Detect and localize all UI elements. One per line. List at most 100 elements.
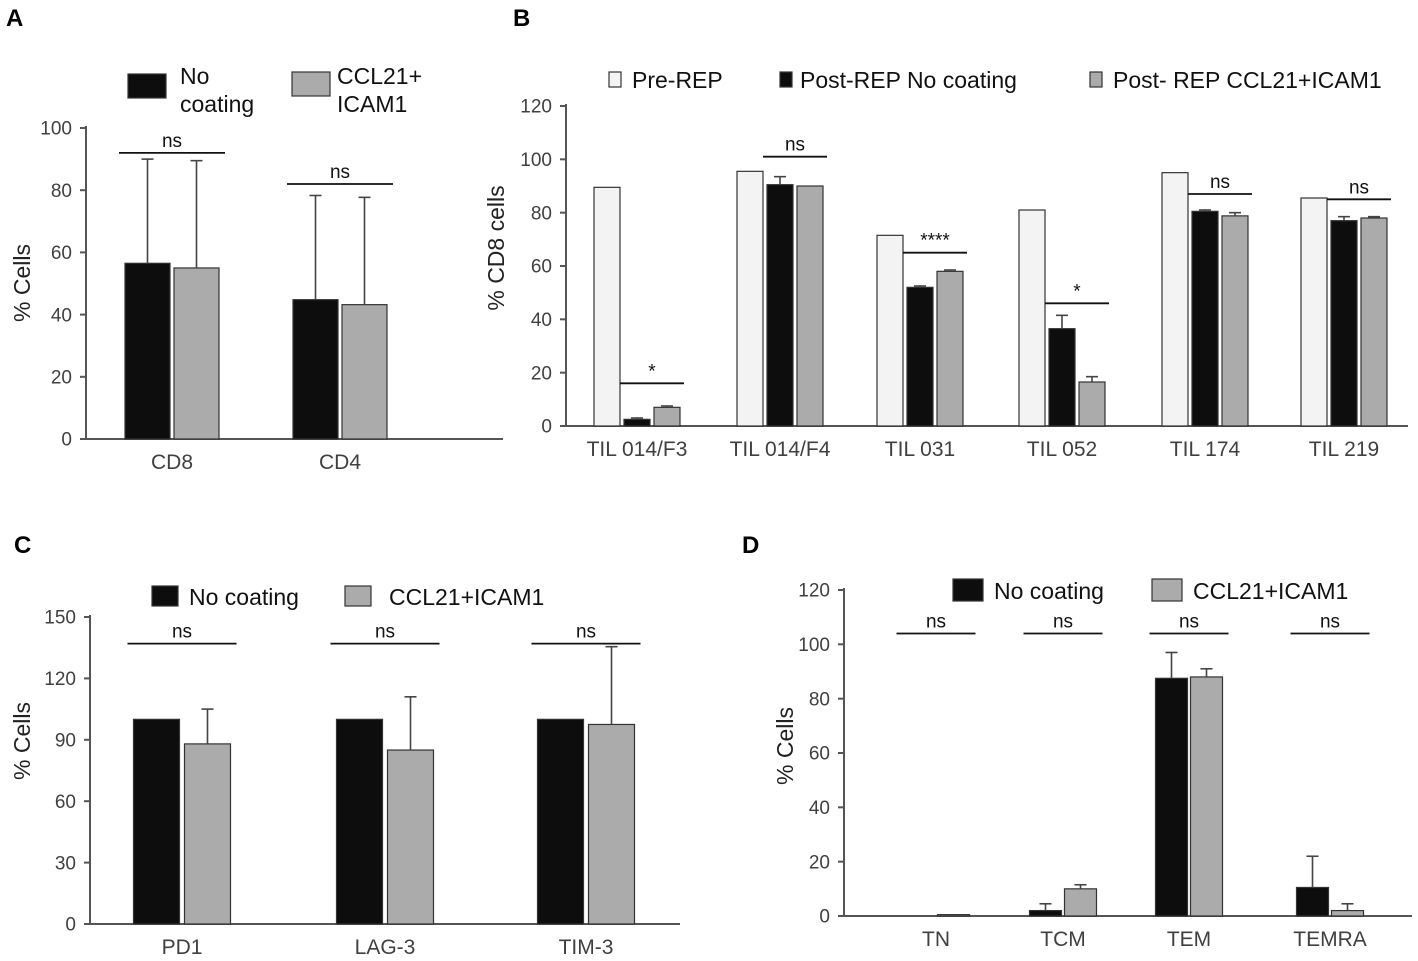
- panel-letter-a: A: [6, 5, 23, 32]
- panel-d-y-tick-label: 20: [809, 852, 830, 873]
- panel-c-bar: [587, 723, 636, 925]
- panel-c-legend-swatch: [344, 585, 372, 607]
- panel-b-category-label: TIL 174: [1170, 438, 1241, 461]
- panel-c-category-label: TIM-3: [559, 936, 614, 959]
- panel-b-bar: [1330, 220, 1358, 427]
- panel-b-significance-label: ns: [785, 135, 805, 156]
- panel-c-legend-label: CCL21+ICAM1: [389, 584, 544, 610]
- panel-a-y-tick-label: 0: [61, 430, 72, 451]
- panel-c-y-tick-label: 60: [55, 792, 76, 813]
- panel-a-y-tick-label: 80: [51, 181, 72, 202]
- panel-a-legend-label: ICAM1: [337, 91, 407, 117]
- panel-a-category-label: CD8: [151, 451, 193, 474]
- panel-b-category-label: TIL 014/F4: [730, 438, 831, 461]
- panel-c-bar: [132, 718, 181, 925]
- panel-b-significance-label: ns: [1349, 177, 1369, 198]
- panel-letter-c: C: [14, 532, 31, 559]
- panel-b-y-tick-label: 40: [531, 310, 552, 331]
- panel-a-y-tick-label: 60: [51, 243, 72, 264]
- panel-b-bar: [593, 186, 621, 427]
- panel-c-y-tick-label: 120: [44, 669, 76, 690]
- panel-d-category-label: TCM: [1040, 928, 1086, 951]
- panel-a-legend-swatch: [127, 73, 167, 99]
- panel-a-y-tick-label: 40: [51, 305, 72, 326]
- panel-d-category-label: TEMRA: [1293, 928, 1367, 951]
- panel-b-bar: [1161, 172, 1189, 427]
- panel-b-y-axis-label: % CD8 cells: [483, 185, 509, 310]
- panel-b-bar: [1191, 210, 1219, 427]
- panel-b-bar: [1360, 217, 1388, 427]
- panel-d-y-tick-label: 80: [809, 689, 830, 710]
- panel-c-y-tick-label: 30: [55, 853, 76, 874]
- panel-c-bar: [386, 749, 435, 925]
- panel-b-bar: [653, 406, 681, 427]
- panel-d-legend-swatch: [952, 578, 984, 602]
- panel-b-legend-label: Post- REP CCL21+ICAM1: [1113, 67, 1382, 93]
- panel-d-legend-label: No coating: [994, 578, 1104, 604]
- panel-c-y-tick-label: 150: [44, 608, 76, 629]
- panel-b-bar: [1078, 381, 1106, 427]
- panel-a-significance-label: ns: [330, 162, 350, 183]
- panel-b-significance-label: ****: [920, 231, 950, 252]
- panel-c-bar: [183, 743, 232, 925]
- panel-b-y-tick-label: 80: [531, 203, 552, 224]
- panel-d-bar: [1028, 909, 1063, 917]
- panel-d-legend-label: CCL21+ICAM1: [1193, 578, 1348, 604]
- panel-letter-b: B: [513, 5, 530, 32]
- panel-a-y-tick-label: 100: [40, 119, 72, 140]
- panel-b-legend-swatch: [608, 71, 622, 88]
- panel-b-y-tick-label: 20: [531, 363, 552, 384]
- panel-b-significance-label: *: [1073, 281, 1081, 302]
- panel-d-bar: [1063, 888, 1098, 917]
- panel-c-legend-label: No coating: [189, 584, 299, 610]
- panel-d-bar: [936, 914, 971, 917]
- panel-b-bar: [936, 270, 964, 427]
- panel-d-category-label: TEM: [1167, 928, 1211, 951]
- panel-b-chart: % CD8 cells 0 20 40 60 80 100 120 TIL 014/F3 TIL …: [483, 67, 1408, 461]
- panel-a-y-axis-label: % Cells: [9, 244, 35, 322]
- panel-d-y-tick-label: 60: [809, 744, 830, 765]
- panel-c-y-axis-label: % Cells: [9, 702, 35, 780]
- panel-a-bar: [173, 267, 220, 440]
- panel-a-legend-label: No: [180, 63, 209, 89]
- panel-d-y-tick-label: 100: [798, 635, 830, 656]
- panel-d-significance-label: ns: [1320, 611, 1340, 632]
- panel-d-y-axis-label: % Cells: [772, 707, 798, 785]
- panel-a-category-label: CD4: [319, 451, 361, 474]
- panel-b-category-label: TIL 219: [1309, 438, 1379, 461]
- panel-d-category-label: TN: [922, 928, 950, 951]
- panel-b-legend-label: Pre-REP: [632, 67, 723, 93]
- panel-a-y-tick-label: 20: [51, 367, 72, 388]
- panel-a-bar: [124, 262, 171, 440]
- panel-d-bar: [1154, 677, 1189, 917]
- panel-c-category-label: LAG-3: [355, 936, 416, 959]
- panel-a-significance-label: ns: [162, 131, 182, 152]
- panel-c-significance-label: ns: [172, 622, 192, 643]
- panel-a-legend-swatch: [291, 71, 331, 97]
- panel-b-y-tick-label: 120: [520, 97, 552, 118]
- panel-b-bar: [876, 234, 904, 427]
- panel-b-legend-swatch: [779, 71, 793, 88]
- panel-b-bar: [796, 185, 824, 427]
- panel-b-bar: [1221, 215, 1249, 427]
- panel-d-significance-label: ns: [1053, 611, 1073, 632]
- panel-letter-d: D: [742, 532, 759, 559]
- panel-d-bar: [1330, 909, 1365, 917]
- panel-c-bar: [335, 718, 384, 925]
- panel-d-y-tick-label: 120: [798, 581, 830, 602]
- panel-c-y-tick-label: 90: [55, 730, 76, 751]
- panel-d-legend-swatch: [1151, 578, 1183, 602]
- panel-b-bar: [906, 286, 934, 427]
- panel-c-legend-swatch: [151, 585, 179, 607]
- panel-d-bar: [1189, 676, 1224, 917]
- panel-c-category-label: PD1: [162, 936, 203, 959]
- panel-b-y-tick-label: 100: [520, 150, 552, 171]
- panel-b-category-label: TIL 052: [1027, 438, 1097, 461]
- panel-b-y-tick-label: 0: [541, 417, 552, 438]
- panel-b-legend-swatch: [1089, 71, 1103, 88]
- panel-d-significance-label: ns: [926, 611, 946, 632]
- panel-b-significance-label: *: [648, 361, 656, 382]
- panel-d-significance-label: ns: [1179, 611, 1199, 632]
- panel-d-y-tick-label: 40: [809, 798, 830, 819]
